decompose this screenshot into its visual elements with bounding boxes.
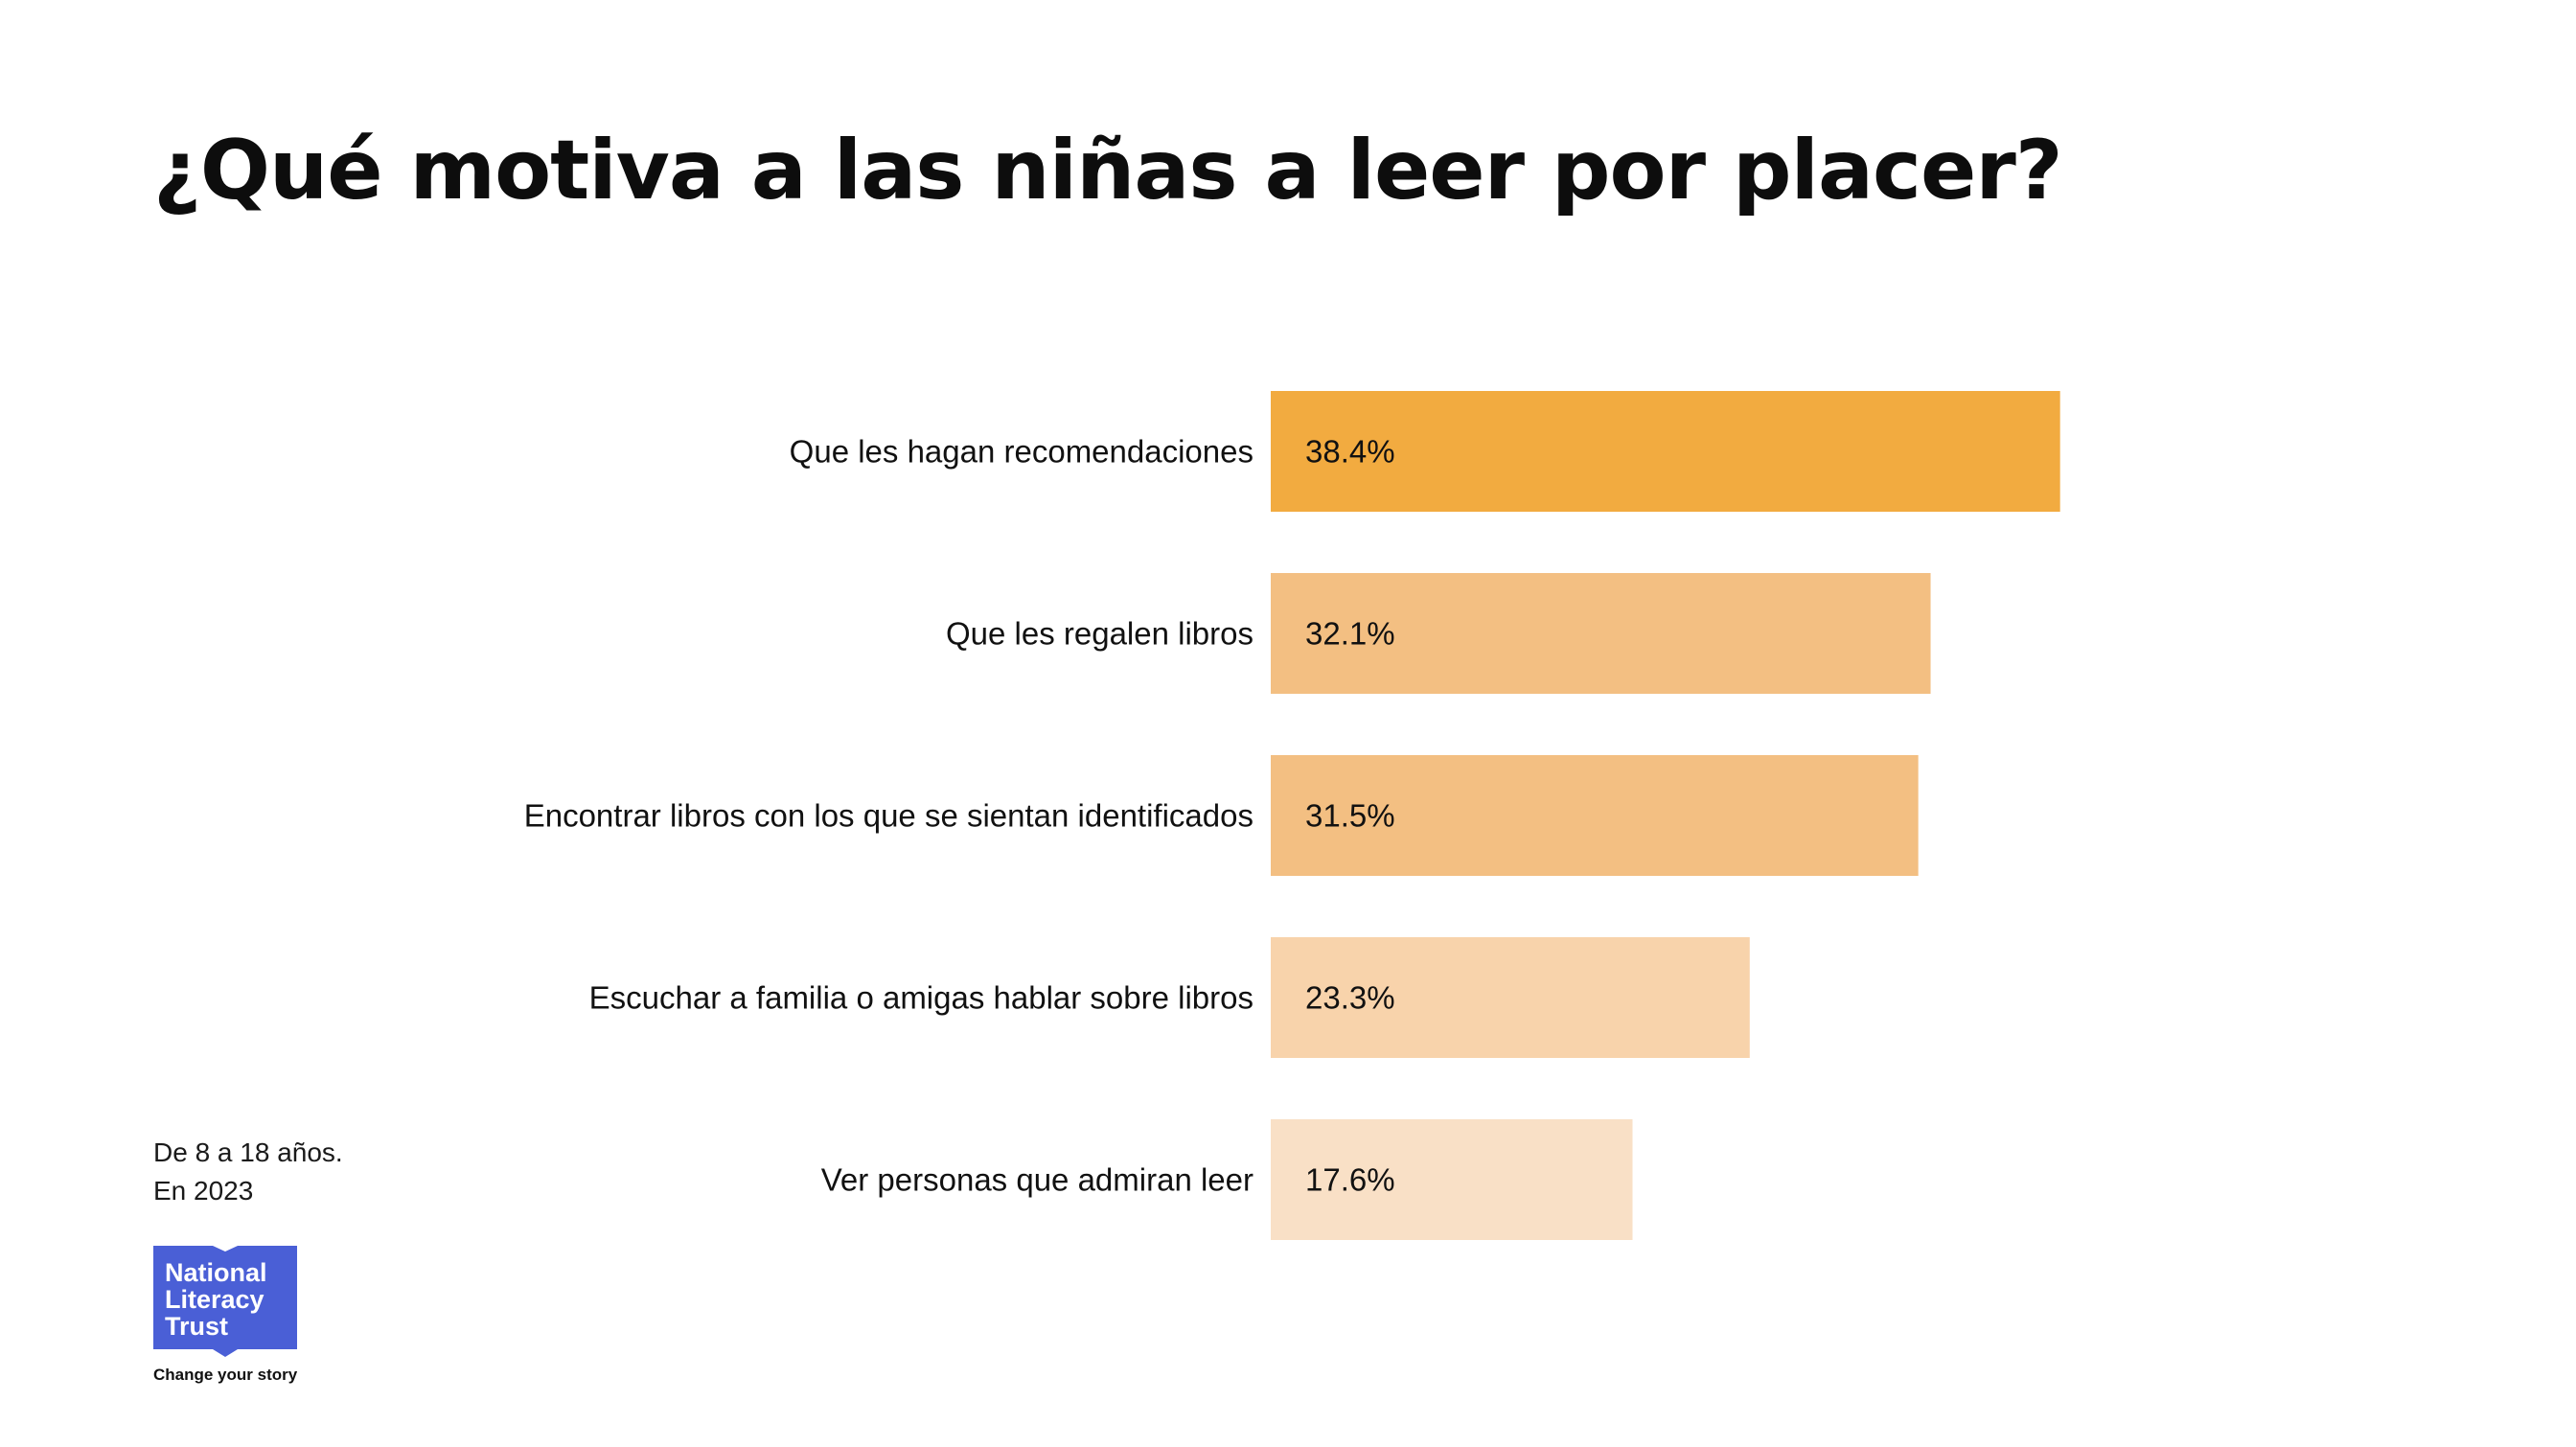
category-label-4: Escuchar a familia o amigas hablar sobre…	[589, 980, 1254, 1016]
category-label-1: Que les hagan recomendaciones	[790, 434, 1254, 470]
logo-tagline: Change your story	[153, 1366, 298, 1384]
age-range-note: De 8 a 18 años.	[153, 1137, 343, 1167]
value-label-5: 17.6%	[1305, 1162, 1395, 1198]
value-label-2: 32.1%	[1305, 616, 1395, 652]
value-label-4: 23.3%	[1305, 980, 1395, 1016]
bar-5	[1271, 1119, 1633, 1240]
bar-3	[1271, 755, 1919, 876]
category-label-2: Que les regalen libros	[946, 616, 1254, 652]
bar-1	[1271, 391, 2060, 512]
bar-2	[1271, 573, 1931, 694]
value-label-1: 38.4%	[1305, 434, 1395, 470]
category-label-3: Encontrar libros con los que se sientan …	[524, 798, 1254, 834]
category-label-5: Ver personas que admiran leer	[821, 1162, 1254, 1198]
logo-text: National Literacy Trust	[165, 1258, 267, 1341]
year-note: En 2023	[153, 1176, 254, 1206]
value-label-3: 31.5%	[1305, 798, 1395, 834]
bar-4	[1271, 937, 1750, 1058]
national-literacy-trust-logo: National Literacy Trust	[153, 1246, 297, 1361]
page-title: ¿Qué motiva a las niñas a leer por place…	[153, 123, 2063, 218]
logo-book-shape	[153, 1246, 297, 1357]
